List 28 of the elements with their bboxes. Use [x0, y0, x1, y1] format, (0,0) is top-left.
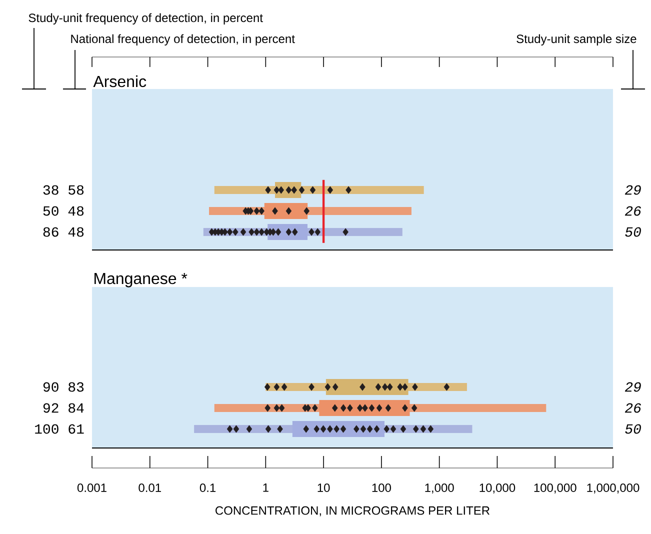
text: 29 [624, 382, 641, 392]
y-tick-label: 100 61 [35, 424, 84, 434]
text: National frequency of detection, in percent [71, 34, 295, 46]
y-tick-label: 50 48 [43, 206, 84, 216]
y-tick-label: 86 48 [43, 227, 84, 237]
text: 29 [624, 185, 641, 195]
y-tick-label: 38 58 [43, 185, 84, 195]
chart-title: Manganese * [94, 272, 188, 288]
x-tick-label: 10,000 [480, 484, 516, 494]
text: Study-unit sample size [516, 34, 636, 46]
text: 26 [624, 206, 642, 216]
x-axis-title: CONCENTRATION, IN MICROGRAMS PER LITER [216, 506, 490, 516]
y-tick-label: 92 84 [43, 403, 84, 413]
x-tick-label: 100,000 [534, 484, 576, 494]
chart-title: Arsenic [93, 75, 146, 88]
y-tick-label: 90 83 [43, 382, 84, 392]
x-tick-label: 0.1 [200, 484, 216, 492]
x-tick-label: 100 [372, 484, 391, 492]
x-tick-label: 0.01 [138, 484, 161, 492]
x-tick-label: 1 [263, 484, 268, 492]
text: Study-unit frequency of detection, in percent [28, 13, 263, 24]
x-tick-label: 1,000,000 [587, 484, 640, 494]
x-tick-label: 10 [318, 484, 330, 492]
x-tick-label: 0.001 [77, 484, 106, 492]
text: 50 [625, 227, 641, 237]
x-tick-label: 1,000 [425, 484, 454, 494]
text: 26 [624, 403, 642, 413]
text: 50 [625, 424, 641, 434]
